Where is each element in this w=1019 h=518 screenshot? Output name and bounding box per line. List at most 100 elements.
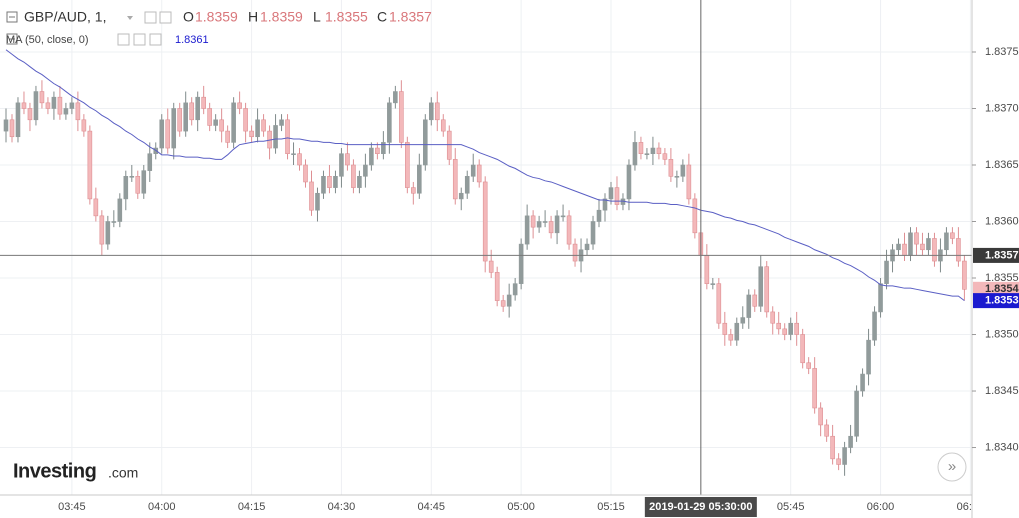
candle-body <box>177 108 183 132</box>
candle-body <box>902 243 907 256</box>
candle-body <box>914 232 919 245</box>
candle-body <box>21 102 27 109</box>
ohlc-letter: O <box>183 9 194 25</box>
candle-body <box>351 164 356 188</box>
dropdown[interactable] <box>127 16 133 20</box>
y-axis: 1.8375 1.8370 1.8365 1.8360 1.8355 1.8350 1.83… <box>972 46 1019 453</box>
candle-body <box>488 260 494 273</box>
x-tick-label: 03:45 <box>58 501 86 513</box>
collapse-icon[interactable] <box>6 33 18 45</box>
candle-body <box>464 176 470 194</box>
candle-body <box>147 153 153 171</box>
candle-body <box>165 119 171 149</box>
candle-body <box>884 260 889 284</box>
candle-body <box>81 119 87 132</box>
candle-body <box>159 119 165 149</box>
candle-body <box>27 108 33 121</box>
candle-body <box>237 102 242 109</box>
candle-body <box>944 232 949 251</box>
candle-body <box>195 96 200 121</box>
ohlc-value: 1.8359 <box>195 9 238 25</box>
candle-body <box>255 119 260 138</box>
candle-body <box>896 243 901 251</box>
candle-body <box>411 187 416 194</box>
y-tick-label: 1.8365 <box>985 159 1019 171</box>
x-tick-label: 05:00 <box>507 501 535 513</box>
candle-body <box>680 164 686 177</box>
candle-body <box>806 362 811 369</box>
crosshair-time-box <box>644 497 757 517</box>
candle-body <box>518 243 524 284</box>
candle-body <box>728 334 734 341</box>
candle-body <box>818 407 823 426</box>
candle-body <box>812 368 817 409</box>
ohlc-letter: H <box>248 9 258 25</box>
candle-body <box>866 339 871 375</box>
crosshair-time: 2019-01-29 05:30:00 <box>649 501 752 513</box>
candle-body <box>87 130 93 200</box>
candle-body <box>243 108 248 132</box>
candle-body <box>135 176 141 194</box>
header-icons[interactable] <box>144 11 172 24</box>
crosshair-price-box <box>973 247 1019 263</box>
y-tick-label: 1.8345 <box>985 385 1019 397</box>
candle-body <box>482 181 488 262</box>
collapse-icon[interactable] <box>6 11 18 23</box>
candle-body <box>333 176 338 188</box>
candle-body <box>788 322 793 335</box>
candle-body <box>381 142 386 154</box>
candle-body <box>560 215 566 218</box>
scroll-button[interactable] <box>937 452 967 482</box>
x-tick-label: 05:45 <box>777 501 805 513</box>
candle-body <box>644 153 650 155</box>
candle-body <box>500 300 506 307</box>
candle-body <box>428 102 434 121</box>
candle-body <box>201 96 206 109</box>
candle-body <box>297 153 302 166</box>
y-tick-label: 1.8355 <box>985 272 1019 284</box>
candle-body <box>357 176 362 188</box>
candle-body <box>39 91 45 104</box>
candle-body <box>794 322 799 335</box>
brand-suffix: .com <box>108 465 138 481</box>
candle-body <box>758 266 764 307</box>
candle-body <box>303 164 308 183</box>
candle-body <box>854 390 859 437</box>
candle-body <box>45 102 51 109</box>
x-tick-label: 06:00 <box>867 501 895 513</box>
candle-body <box>123 176 129 200</box>
candle-body <box>674 176 680 178</box>
candle-body <box>141 170 147 194</box>
ma-label: MA (50, close, 0) <box>6 34 89 46</box>
candle-body <box>75 102 81 121</box>
ma-icons[interactable] <box>117 33 162 46</box>
candle-body <box>536 221 542 228</box>
candle-body <box>387 102 392 143</box>
candle-body <box>932 238 937 262</box>
candle-body <box>926 238 931 251</box>
candle-body <box>668 159 674 177</box>
candle-body <box>405 142 410 188</box>
candle-body <box>782 328 788 335</box>
candle-body <box>189 102 194 121</box>
candle-body <box>662 153 668 160</box>
candle-body <box>99 215 105 245</box>
candle-body <box>375 147 380 154</box>
candle-body <box>638 142 644 154</box>
candle-body <box>440 119 446 132</box>
candle-body <box>321 176 326 194</box>
x-axis: 03:45 04:00 04:15 04:30 04:45 05:00 05:15 05:45… <box>58 501 972 513</box>
candle-body <box>908 232 913 256</box>
ma-last: 1.8353 <box>985 295 1019 307</box>
candle-body <box>9 119 15 138</box>
candle-body <box>770 311 776 324</box>
candle-body <box>686 164 692 200</box>
candle-body <box>470 164 476 177</box>
candle-body <box>800 334 805 364</box>
candle-body <box>830 435 835 460</box>
candle-body <box>590 221 596 245</box>
crosshair-price: 1.8357 <box>985 249 1019 261</box>
candle-body <box>722 322 728 335</box>
candle-body <box>291 153 296 155</box>
